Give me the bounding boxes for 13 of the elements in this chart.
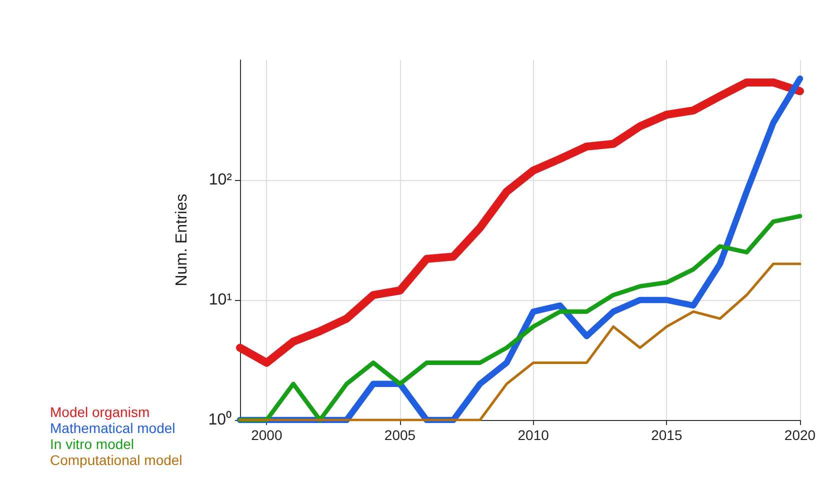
text: Mathematical model [50,420,176,436]
y-tick-label: 10⁰ [208,410,232,428]
text: Computational model [50,452,182,468]
x-tick-label: 2000 [251,427,282,443]
x-tick-label: 2020 [784,427,816,443]
y-tick-label: 10¹ [208,292,232,308]
y-axis-title: Num. Entries [174,194,190,286]
text: Model organism [50,404,150,420]
text: In vitro model [50,436,134,452]
x-tick-label: 2015 [651,427,682,443]
y-tick-label: 10² [208,172,233,188]
x-tick-label: 2010 [518,427,550,443]
x-tick-label: 2005 [384,427,416,443]
